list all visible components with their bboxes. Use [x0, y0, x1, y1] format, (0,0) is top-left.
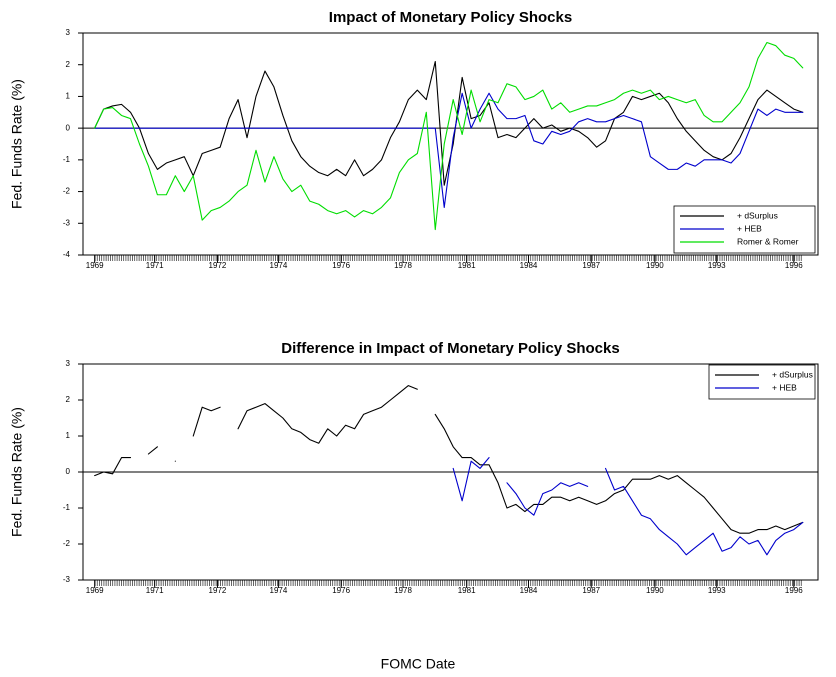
x-tick-label: 1990 — [646, 261, 664, 270]
chart-title: Impact of Monetary Policy Shocks — [329, 9, 572, 26]
y-axis-label: Fed. Funds Rate (%) — [9, 79, 25, 209]
y-tick-label: 3 — [66, 359, 71, 368]
minor-ticks — [94, 255, 803, 261]
legend-label: + HEB — [772, 382, 797, 392]
series-line — [94, 385, 804, 534]
y-tick-label: 2 — [66, 395, 71, 404]
legend-label: + dSurplus — [772, 369, 813, 379]
x-tick-label: 1990 — [646, 586, 664, 595]
x-tick-label: 1996 — [785, 586, 803, 595]
series-line — [94, 60, 804, 186]
legend-label: Romer & Romer — [737, 236, 799, 246]
x-tick-label: 1976 — [332, 261, 350, 270]
series-line — [452, 457, 804, 556]
y-axis-label: Fed. Funds Rate (%) — [9, 407, 25, 537]
x-tick-label: 1974 — [270, 261, 288, 270]
legend-box — [708, 364, 816, 400]
x-axis-label: FOMC Date — [381, 656, 456, 672]
x-tick-label: 1976 — [332, 586, 350, 595]
series-line — [94, 41, 804, 231]
x-tick-label: 1969 — [86, 261, 104, 270]
x-tick-label: 1981 — [458, 586, 476, 595]
y-tick-label: -1 — [63, 503, 71, 512]
y-tick-label: 3 — [66, 28, 71, 37]
y-tick-label: 0 — [66, 467, 71, 476]
x-tick-label: 1993 — [708, 586, 726, 595]
minor-ticks — [94, 580, 803, 586]
y-tick-label: -1 — [63, 155, 71, 164]
legend-label: + dSurplus — [737, 210, 778, 220]
y-tick-label: -2 — [63, 539, 71, 548]
x-tick-label: 1978 — [394, 586, 412, 595]
legend-label: + HEB — [737, 223, 762, 233]
y-tick-label: 2 — [66, 60, 71, 69]
x-tick-label: 1984 — [520, 261, 538, 270]
x-tick-label: 1981 — [458, 261, 476, 270]
x-tick-label: 1987 — [582, 261, 600, 270]
y-tick-label: -2 — [63, 187, 71, 196]
x-tick-label: 1972 — [209, 261, 227, 270]
x-tick-label: 1993 — [708, 261, 726, 270]
x-tick-label: 1996 — [785, 261, 803, 270]
x-tick-label: 1978 — [394, 261, 412, 270]
y-tick-label: 1 — [66, 431, 71, 440]
y-tick-label: -3 — [63, 575, 71, 584]
series-line — [94, 92, 804, 208]
y-tick-label: 0 — [66, 123, 71, 132]
y-tick-label: 1 — [66, 92, 71, 101]
chart-title: Difference in Impact of Monetary Policy … — [281, 340, 619, 357]
x-tick-label: 1984 — [520, 586, 538, 595]
y-tick-label: -4 — [63, 250, 71, 259]
x-tick-label: 1971 — [146, 586, 164, 595]
x-tick-label: 1972 — [209, 586, 227, 595]
x-tick-label: 1971 — [146, 261, 164, 270]
x-tick-label: 1969 — [86, 586, 104, 595]
y-tick-label: -3 — [63, 218, 71, 227]
x-tick-label: 1987 — [582, 586, 600, 595]
x-tick-label: 1974 — [270, 586, 288, 595]
